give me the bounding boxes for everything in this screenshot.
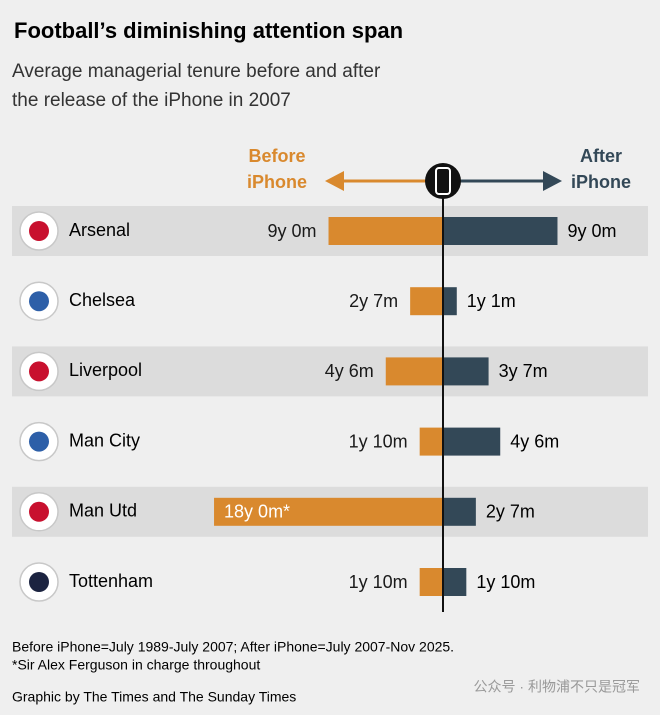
value-label: 18y 0m* — [224, 502, 290, 522]
club-crest-inner — [29, 431, 49, 452]
bar-after — [443, 357, 489, 386]
value-label: 2y 7m — [486, 502, 535, 522]
bar-before — [410, 287, 443, 316]
chart-title: Football’s diminishing attention span — [14, 18, 403, 43]
row-band — [12, 346, 648, 397]
category-label: Tottenham — [69, 571, 153, 591]
club-crest-inner — [29, 221, 49, 241]
value-label: 2y 7m — [349, 291, 398, 311]
source: Graphic by The Times and The Sunday Time… — [12, 689, 296, 705]
legend-arrowhead — [543, 171, 562, 191]
category-label: Man City — [69, 430, 140, 450]
value-label: 1y 1m — [467, 291, 516, 311]
phone-icon-bg — [425, 163, 461, 199]
category-label: Man Utd — [69, 501, 137, 521]
category-label: Liverpool — [69, 360, 142, 380]
legend-arrowhead — [325, 171, 344, 191]
value-label: 1y 10m — [476, 572, 535, 592]
category-label: Arsenal — [69, 220, 130, 240]
bar-after — [443, 568, 467, 596]
bar-after — [443, 217, 558, 245]
legend-label: Before iPhone — [247, 146, 307, 192]
legend-label: After iPhone — [571, 146, 631, 192]
note: *Sir Alex Ferguson in charge throughout — [12, 657, 260, 673]
bar-after — [443, 427, 501, 456]
value-label: 1y 10m — [349, 431, 408, 451]
club-crest-inner — [29, 291, 49, 312]
bar-before — [214, 497, 443, 526]
chart-subtitle: Average managerial tenure before and aft… — [12, 61, 381, 82]
value-label: 4y 6m — [510, 431, 559, 451]
bar-before — [328, 217, 443, 245]
chart-subtitle: the release of the iPhone in 2007 — [12, 90, 291, 111]
value-label: 9y 0m — [567, 221, 616, 241]
value-label: 9y 0m — [267, 221, 316, 241]
phone-icon — [435, 167, 451, 195]
bar-before — [419, 568, 443, 596]
bar-after — [443, 287, 457, 316]
bar-before — [385, 357, 443, 386]
watermark: 公众号 · 利物浦不只是冠军 — [474, 679, 640, 695]
note: Before iPhone=July 1989-July 2007; After… — [12, 639, 454, 655]
club-crest-inner — [29, 501, 49, 522]
category-label: Chelsea — [69, 290, 136, 310]
club-crest-inner — [29, 572, 49, 592]
club-crest-inner — [29, 361, 49, 382]
value-label: 4y 6m — [325, 361, 374, 381]
bar-after — [443, 497, 476, 526]
value-label: 3y 7m — [499, 361, 548, 381]
value-label: 1y 10m — [349, 572, 408, 592]
bar-before — [419, 427, 443, 456]
